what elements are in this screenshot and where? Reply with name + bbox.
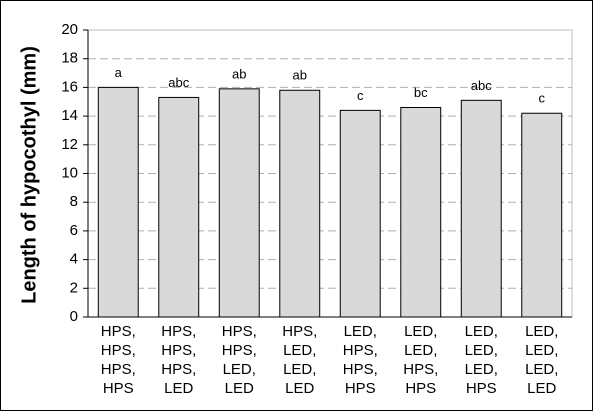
bar [521, 112, 563, 318]
y-axis-label: Length of hypocothyl (mm) [18, 46, 40, 304]
x-tick-label: LED [225, 380, 254, 397]
y-tick-label: 6 [70, 222, 78, 239]
x-tick-label: HPS, [101, 342, 136, 359]
x-tick-label: LED, [404, 323, 437, 340]
y-tick-label: 12 [61, 136, 78, 153]
bar [339, 109, 381, 318]
x-tick-label: LED, [465, 361, 498, 378]
x-tick-label: LED, [525, 342, 558, 359]
x-tick-label: LED, [344, 323, 377, 340]
bar [400, 106, 442, 318]
x-tick-label: HPS [345, 380, 376, 397]
x-tick-label: HPS, [161, 323, 196, 340]
bar [97, 86, 139, 318]
x-tick-label: LED, [465, 342, 498, 359]
y-tick-label: 2 [70, 279, 78, 296]
bar [460, 99, 502, 318]
x-tick-label: LED, [525, 361, 558, 378]
significance-letter: ab [293, 68, 307, 83]
x-tick-label: HPS [103, 380, 134, 397]
x-tick-label: HPS [405, 380, 436, 397]
x-tick-label: LED [527, 380, 556, 397]
significance-letter: c [539, 91, 546, 106]
x-tick-label: LED, [283, 361, 316, 378]
x-tick-label: LED [164, 380, 193, 397]
x-tick-label: LED, [525, 323, 558, 340]
x-tick-label: HPS [466, 380, 497, 397]
significance-letter: bc [414, 85, 428, 100]
x-tick-label: HPS, [403, 361, 438, 378]
bar [158, 96, 200, 318]
y-tick-label: 0 [70, 308, 78, 325]
x-tick-label: LED [285, 380, 314, 397]
x-tick-label: HPS, [343, 361, 378, 378]
x-tick-label: HPS, [222, 323, 257, 340]
x-tick-label: HPS, [161, 342, 196, 359]
x-tick-label: HPS, [161, 361, 196, 378]
y-tick-label: 16 [61, 78, 78, 95]
significance-letter: abc [471, 78, 492, 93]
x-tick-label: LED, [404, 342, 437, 359]
y-tick-label: 20 [61, 21, 78, 38]
y-tick-label: 14 [61, 107, 78, 124]
x-tick-label: HPS, [282, 323, 317, 340]
x-tick-label: HPS, [101, 361, 136, 378]
y-tick-label: 8 [70, 193, 78, 210]
y-tick-label: 4 [70, 251, 78, 268]
y-tick-label: 18 [61, 50, 78, 67]
x-tick-label: LED, [223, 361, 256, 378]
significance-letter: abc [168, 75, 189, 90]
significance-letter: ab [232, 66, 246, 81]
significance-letter: a [115, 65, 123, 80]
x-tick-label: HPS, [101, 323, 136, 340]
bar [218, 88, 260, 318]
significance-letter: c [357, 88, 364, 103]
x-tick-label: HPS, [222, 342, 257, 359]
x-tick-label: HPS, [343, 342, 378, 359]
x-tick-label: LED, [465, 323, 498, 340]
y-tick-label: 10 [61, 164, 78, 181]
bar [279, 89, 321, 318]
x-tick-label: LED, [283, 342, 316, 359]
